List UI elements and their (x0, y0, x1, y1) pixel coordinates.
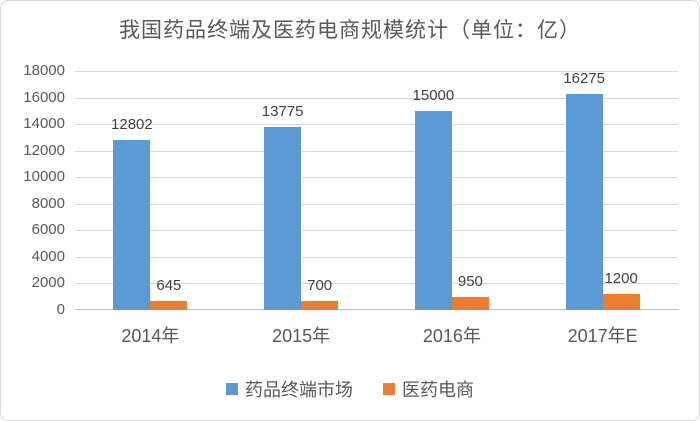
gridline (75, 98, 678, 99)
x-tick-label: 2015年 (272, 326, 331, 346)
bar-药品终端市场-2016年 (414, 110, 452, 310)
bar-value-label: 12802 (111, 116, 153, 134)
bar-value-label: 16275 (563, 69, 605, 87)
x-tick-label: 2017年E (567, 326, 638, 346)
gridline (75, 204, 678, 205)
y-tick-label: 12000 (23, 141, 65, 159)
bar-value-label: 645 (156, 277, 182, 295)
y-tick-label: 6000 (31, 221, 65, 239)
gridline (75, 283, 678, 284)
bar-药品终端市场-2015年 (264, 127, 302, 310)
bar-医药电商-2016年 (451, 297, 489, 310)
x-tick-label: 2016年 (422, 326, 481, 346)
bar-value-label: 700 (307, 276, 333, 294)
bar-value-label: 1200 (604, 270, 638, 288)
plot-area: 0 2000 4000 6000 8000 10000 12000 14000 16000 180… (23, 62, 678, 346)
bar-value-label: 15000 (412, 86, 455, 104)
y-tick-label: 2000 (31, 274, 65, 292)
chart-title: 我国药品终端及医药电商规模统计（单位：亿） (119, 19, 581, 42)
gridline (75, 151, 678, 152)
legend-label: 药品终端市场 (245, 380, 353, 400)
bar-药品终端市场-2017年E (565, 93, 603, 310)
bar-医药电商-2014年 (150, 301, 188, 310)
bar-value-label: 13775 (261, 103, 304, 121)
bar-药品终端市场-2014年 (113, 140, 151, 310)
bar-value-label: 950 (457, 273, 483, 291)
legend-item-药品终端市场: 药品终端市场 (226, 376, 353, 402)
bar-医药电商-2015年 (301, 300, 339, 310)
y-tick-label: 14000 (23, 115, 65, 133)
legend-label: 医药电商 (402, 380, 474, 400)
bar-医药电商-2017年E (602, 294, 640, 310)
legend-swatch-icon (226, 383, 238, 395)
y-tick-label: 8000 (31, 194, 65, 212)
gridline (75, 230, 678, 231)
gridline (75, 124, 678, 125)
legend: 药品终端市场 医药电商 (1, 376, 699, 402)
x-tick-label: 2014年 (121, 326, 180, 346)
legend-swatch-icon (383, 383, 395, 395)
gridline (75, 71, 678, 72)
x-axis-line (75, 309, 678, 310)
gridline (75, 177, 678, 178)
y-tick-label: 16000 (23, 88, 65, 106)
gridline (75, 257, 678, 258)
y-tick-label: 4000 (31, 247, 65, 265)
y-tick-label: 18000 (23, 62, 65, 79)
y-tick-label: 10000 (23, 168, 65, 186)
y-tick-label: 0 (56, 301, 65, 318)
legend-item-医药电商: 医药电商 (383, 376, 474, 402)
